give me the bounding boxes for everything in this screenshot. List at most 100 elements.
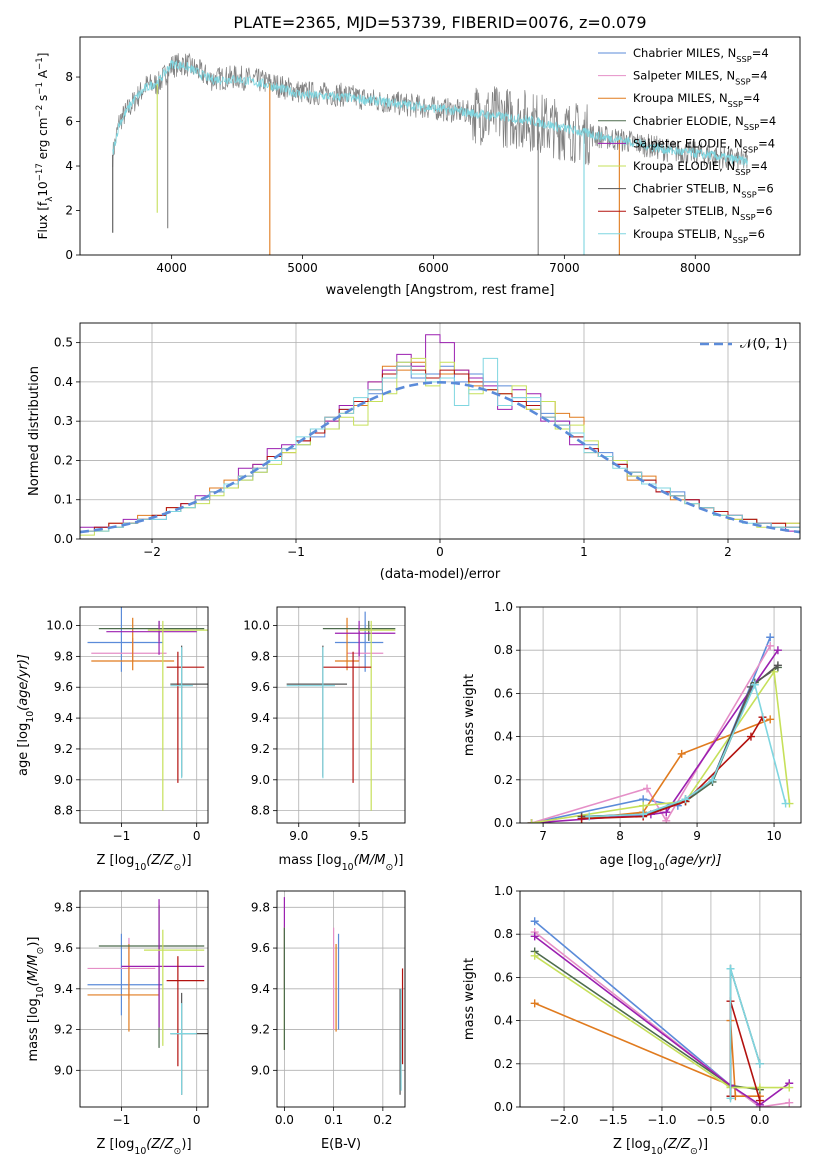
data-marker [577,814,586,823]
y-tick-label: 6 [65,115,73,129]
errorbar-point [359,620,396,811]
data-marker [781,799,790,808]
legend-entry: 𝒩(0, 1) [740,337,787,352]
errorbar-point [98,905,205,1048]
y-tick-label: 9.0 [54,773,73,787]
x-tick-label: 0.0 [750,1113,769,1127]
axes-frame [79,322,801,540]
errorbar-point [170,645,208,777]
y-tick-label: 8.8 [54,804,73,818]
mass-weight-vs-age-panel: 7 8 9 10 0.0 0.2 0.4 0.6 0.8 1.0 age [log10(age/yr… [462,600,802,873]
errorbar-point [147,620,208,811]
plot-area [283,897,404,1095]
y-tick-label: 9.8 [251,649,270,663]
spectrum-model-line [112,59,748,166]
legend-entry: Kroupa MILES, NSSP=4 [633,91,760,109]
y-tick-label: 2 [65,204,73,218]
data-marker [766,641,775,650]
errorbar-point [166,651,205,783]
y-tick-label: 0.0 [494,1100,513,1114]
data-marker [773,646,782,655]
data-marker [755,1083,764,1092]
y-tick-label: 9.0 [54,1063,73,1077]
series-line [531,645,771,823]
plot-area [286,611,396,811]
mass-weight-series [530,917,764,1107]
data-marker [746,732,755,741]
mass-weight-series [527,633,775,823]
data-marker [726,1094,735,1103]
y-tick-label: 9.4 [251,711,270,725]
y-axis-label: mass weight [462,674,477,756]
y-tick-label: 0.6 [494,686,513,700]
residual-histogram-panel: −2 −1 0 1 2 0.0 0.1 0.2 0.3 0.4 0.5 𝒩(0, 1) (data-mo… [27,322,801,582]
y-tick-label: 0.2 [54,453,73,467]
data-marker [708,775,717,784]
legend-entry: Chabrier ELODIE, NSSP=4 [633,114,776,132]
y-tick-label: 9.2 [251,742,270,756]
errorbar-point [170,1003,197,1095]
x-tick-label: −1 [113,829,131,843]
y-tick-label: 9.4 [251,982,270,996]
mass-weight-vs-metallicity-panel: −2.0 −1.5 −1.0 −0.5 0.0 0.0 0.2 0.4 0.6 0.8 1.0 Z [… [462,884,802,1157]
y-tick-label: 9.2 [54,742,73,756]
series-line [534,955,790,1089]
x-tick-label: 9.5 [350,829,369,843]
spectrum-data-line [112,52,748,171]
plot-area [87,899,208,1095]
y-tick-label: 1.0 [494,600,513,614]
series-line [589,682,787,818]
y-tick-label: 0 [65,248,73,262]
errorbar-point [170,647,193,779]
y-tick-label: 0.8 [494,643,513,657]
legend: 𝒩(0, 1) [700,337,787,352]
x-tick-label: 8000 [680,261,711,275]
axes-frame [519,890,802,1108]
x-tick-label: 9.0 [289,829,308,843]
y-axis-label: Flux [fλ10−17 erg cm−2 s−1 A−1] [35,53,55,240]
mass-weight-series [585,680,790,821]
y-tick-label: 9.2 [251,1023,270,1037]
y-tick-label: 9.4 [54,982,73,996]
x-tick-label: −2.0 [549,1113,578,1127]
mass-weight-series [726,964,764,1101]
y-tick-label: 8 [65,70,73,84]
x-tick-label: 7000 [549,261,580,275]
series-line [534,935,790,1106]
plot-area [80,334,800,539]
errorbar-point [91,637,167,661]
plot-area [112,52,748,255]
x-tick-label: 2 [724,545,732,559]
y-tick-label: 0.8 [494,927,513,941]
data-marker [643,784,652,793]
data-marker [785,1098,794,1107]
x-tick-label: 0.2 [373,1113,392,1127]
y-tick-label: 0.3 [54,414,73,428]
data-marker [527,819,536,823]
y-tick-label: 9.2 [54,1023,73,1037]
mass-weight-series [530,951,794,1092]
x-tick-label: −0.5 [696,1113,725,1127]
data-marker [639,801,648,810]
x-tick-label: 0 [193,829,201,843]
x-axis-label: wavelength [Angstrom, rest frame] [326,283,555,298]
axes-frame [276,890,406,1108]
data-marker [662,808,671,817]
legend-entry: Salpeter ELODIE, NSSP=4 [633,136,775,154]
x-tick-label: 0.1 [324,1113,343,1127]
y-tick-label: 0.0 [494,816,513,830]
age-vs-mass-panel: 9.0 9.5 8.8 9.0 9.2 9.4 9.6 9.8 10.0 mass [log10(… [243,606,406,873]
y-tick-label: 10.0 [243,619,270,633]
series-line [534,920,761,1107]
legend: Chabrier MILES, NSSP=4 Salpeter MILES, NS… [598,46,776,245]
data-marker [662,816,671,823]
x-axis-label: age [log10(age/yr)] [600,853,722,873]
x-tick-label: 1 [580,545,588,559]
legend-entry: Salpeter MILES, NSSP=4 [633,69,768,87]
x-tick-label: 0 [436,545,444,559]
data-marker [681,795,690,804]
gaussian-curve [80,380,800,534]
x-axis-label: mass [log10(M/M⊙)] [279,853,404,873]
errorbar-point [144,929,205,1046]
